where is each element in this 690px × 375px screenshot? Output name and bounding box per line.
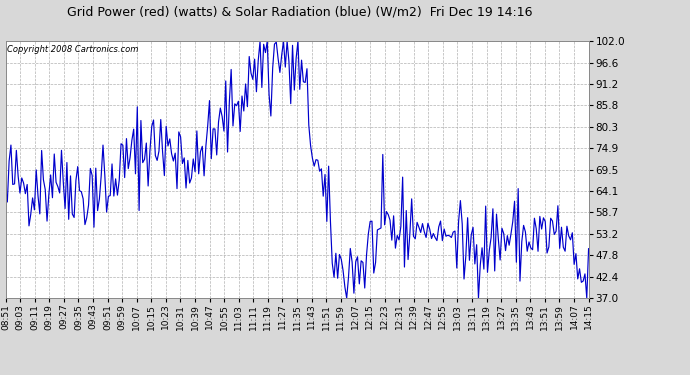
Text: Grid Power (red) (watts) & Solar Radiation (blue) (W/m2)  Fri Dec 19 14:16: Grid Power (red) (watts) & Solar Radiati… <box>68 6 533 19</box>
Text: Copyright 2008 Cartronics.com: Copyright 2008 Cartronics.com <box>7 45 138 54</box>
